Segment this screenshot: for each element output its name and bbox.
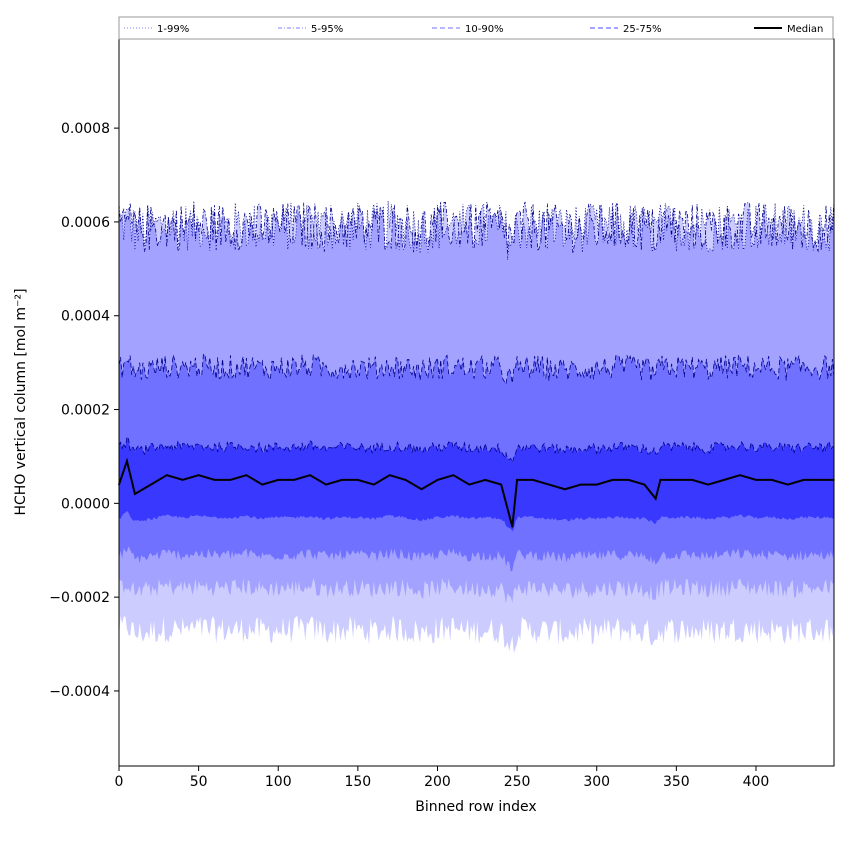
median-point [627,479,630,481]
median-point [802,479,805,481]
median-point [261,483,264,486]
median-point [675,479,678,481]
median-point [420,488,423,491]
x-tick-label: 100 [265,774,292,790]
band-25-75-fill [119,436,834,532]
median-point [309,474,311,477]
median-point [548,483,550,486]
median-point [564,488,566,491]
median-point [452,474,455,477]
median-point [181,479,184,481]
median-point [516,479,518,481]
x-tick-label: 200 [424,774,451,790]
median-point [787,483,789,486]
median-point [245,474,248,477]
median-point [659,479,662,481]
legend-box [118,16,834,40]
median-point [595,483,598,486]
median-point [707,483,709,486]
median-point [197,474,200,477]
y-tick-label: 0.0000 [61,496,110,512]
median-point [357,479,359,481]
legend-label: 10-90% [465,24,504,35]
median-point [723,479,725,481]
legend-label: 1-99% [157,24,189,35]
median-point [739,474,741,477]
median-point [436,479,439,481]
x-tick-label: 350 [663,774,690,790]
median-point [580,483,582,486]
y-tick-label: 0.0002 [61,403,110,419]
x-tick-label: 250 [504,774,531,790]
legend-label: 25-75% [623,24,662,35]
median-point [277,479,280,481]
median-point [388,474,391,477]
x-axis: 0 50 100 150 200 250 300 350 400 [115,766,770,790]
x-tick-label: 400 [743,774,770,790]
legend-label: Median [787,24,823,35]
median-point [771,479,773,481]
x-axis-label: Binned row index [415,799,536,815]
x-tick-label: 150 [344,774,371,790]
y-tick-label: 0.0008 [61,121,110,137]
y-tick-label: 0.0004 [61,309,110,325]
legend: 1-99% 5-95% 10-90% 25-75% Median [118,16,834,40]
median-point [468,483,471,486]
legend-label: 5-95% [311,24,343,35]
median-point [150,483,152,486]
x-tick-label: 50 [190,774,208,790]
y-axis-label: HCHO vertical column [mol m⁻²] [13,288,29,515]
band-10-90-upper-line [118,353,835,386]
median-point [691,479,694,481]
band-5-95-upper-line [118,201,835,254]
median-point [484,479,487,481]
band-25-75-upper-line [118,435,835,464]
median-point [611,479,614,481]
median-point [818,479,821,481]
x-tick-label: 300 [583,774,610,790]
median-point [643,483,646,486]
y-axis: −0.0004 −0.0002 0.0000 0.0002 0.0004 0.0006 0.… [49,121,119,700]
median-point [293,479,295,481]
median-point [126,460,128,462]
median-layer [118,457,835,528]
median-point [755,479,757,481]
band-1-99-fill [119,200,834,654]
y-tick-label: 0.0006 [61,215,110,231]
median-point [229,479,232,481]
median-point [511,525,514,528]
median-point [532,479,534,481]
median-point [654,497,657,500]
median-point [213,479,216,481]
bands-layer [118,200,835,654]
median-point [372,483,375,486]
median-point [134,493,136,495]
median-point [165,474,168,477]
median-point [500,483,502,486]
y-tick-label: −0.0002 [49,590,110,606]
median-point [325,483,327,486]
y-tick-label: −0.0004 [49,684,110,700]
median-point [404,479,407,481]
median-point [341,479,343,481]
x-tick-label: 0 [115,774,124,790]
